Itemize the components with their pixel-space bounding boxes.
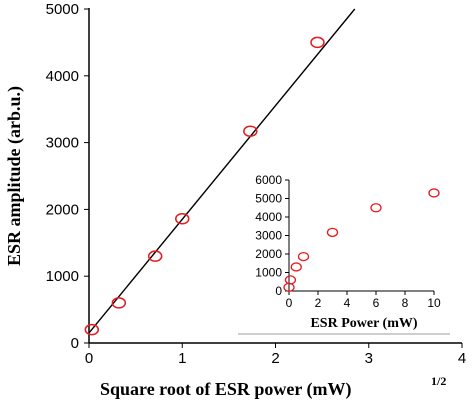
main-x-tick-label: 4 <box>458 350 466 367</box>
inset-data-point <box>370 203 382 213</box>
inset-x-axis-label: ESR Power (mW) <box>310 316 417 331</box>
main-data-point <box>310 36 325 49</box>
inset-y-tick-label: 3000 <box>255 229 282 243</box>
main-x-tick-label: 3 <box>365 350 373 367</box>
inset-y-tick-label: 0 <box>275 284 282 298</box>
inset-data-point <box>297 251 310 262</box>
inset-x-tick-label: 6 <box>373 296 380 310</box>
main-y-tick-label: 1000 <box>46 268 79 285</box>
main-fit-line <box>88 8 356 334</box>
main-y-tick-label: 2000 <box>46 201 79 218</box>
main-x-tick-label: 1 <box>178 350 186 367</box>
inset-background <box>238 165 450 335</box>
main-x-axis-label: Square root of ESR power (mW) <box>100 379 352 400</box>
inset-x-tick-label: 4 <box>344 296 351 310</box>
inset-y-tick-label: 1000 <box>255 266 282 280</box>
inset-x-tick-label: 10 <box>427 296 441 310</box>
inset-x-tick-label: 0 <box>286 296 293 310</box>
inset-plot: 0 2 4 6 8 10 0 1000 2000 3000 4000 5000 6000 ESR Pow… <box>238 165 450 335</box>
inset-data-point <box>326 227 339 238</box>
main-y-tick-label: 5000 <box>46 1 79 18</box>
inset-x-tick-label: 2 <box>315 296 322 310</box>
inset-x-tick-label: 8 <box>402 296 409 310</box>
main-data-point <box>84 323 100 336</box>
inset-y-tick-label: 2000 <box>255 247 282 261</box>
inset-data-point <box>428 188 440 198</box>
main-y-tick-label: 0 <box>71 335 79 352</box>
inset-data-point <box>290 262 302 272</box>
main-data-point <box>243 125 258 137</box>
main-x-tick-label: 0 <box>85 350 93 367</box>
main-x-axis-label-superscript: 1/2 <box>431 374 446 388</box>
main-data-point <box>147 250 163 262</box>
main-data-point <box>175 213 190 225</box>
main-x-tick-label: 2 <box>271 350 279 367</box>
inset-y-tick-label: 5000 <box>255 192 282 206</box>
main-y-tick-label: 3000 <box>46 135 79 152</box>
main-data-point <box>111 297 127 309</box>
main-y-tick-label: 4000 <box>46 68 79 85</box>
inset-y-tick-label: 4000 <box>255 210 282 224</box>
main-y-axis-label: ESR amplitude (arb.u.) <box>4 86 25 266</box>
inset-data-point <box>284 275 297 285</box>
inset-y-tick-label: 6000 <box>255 173 282 187</box>
